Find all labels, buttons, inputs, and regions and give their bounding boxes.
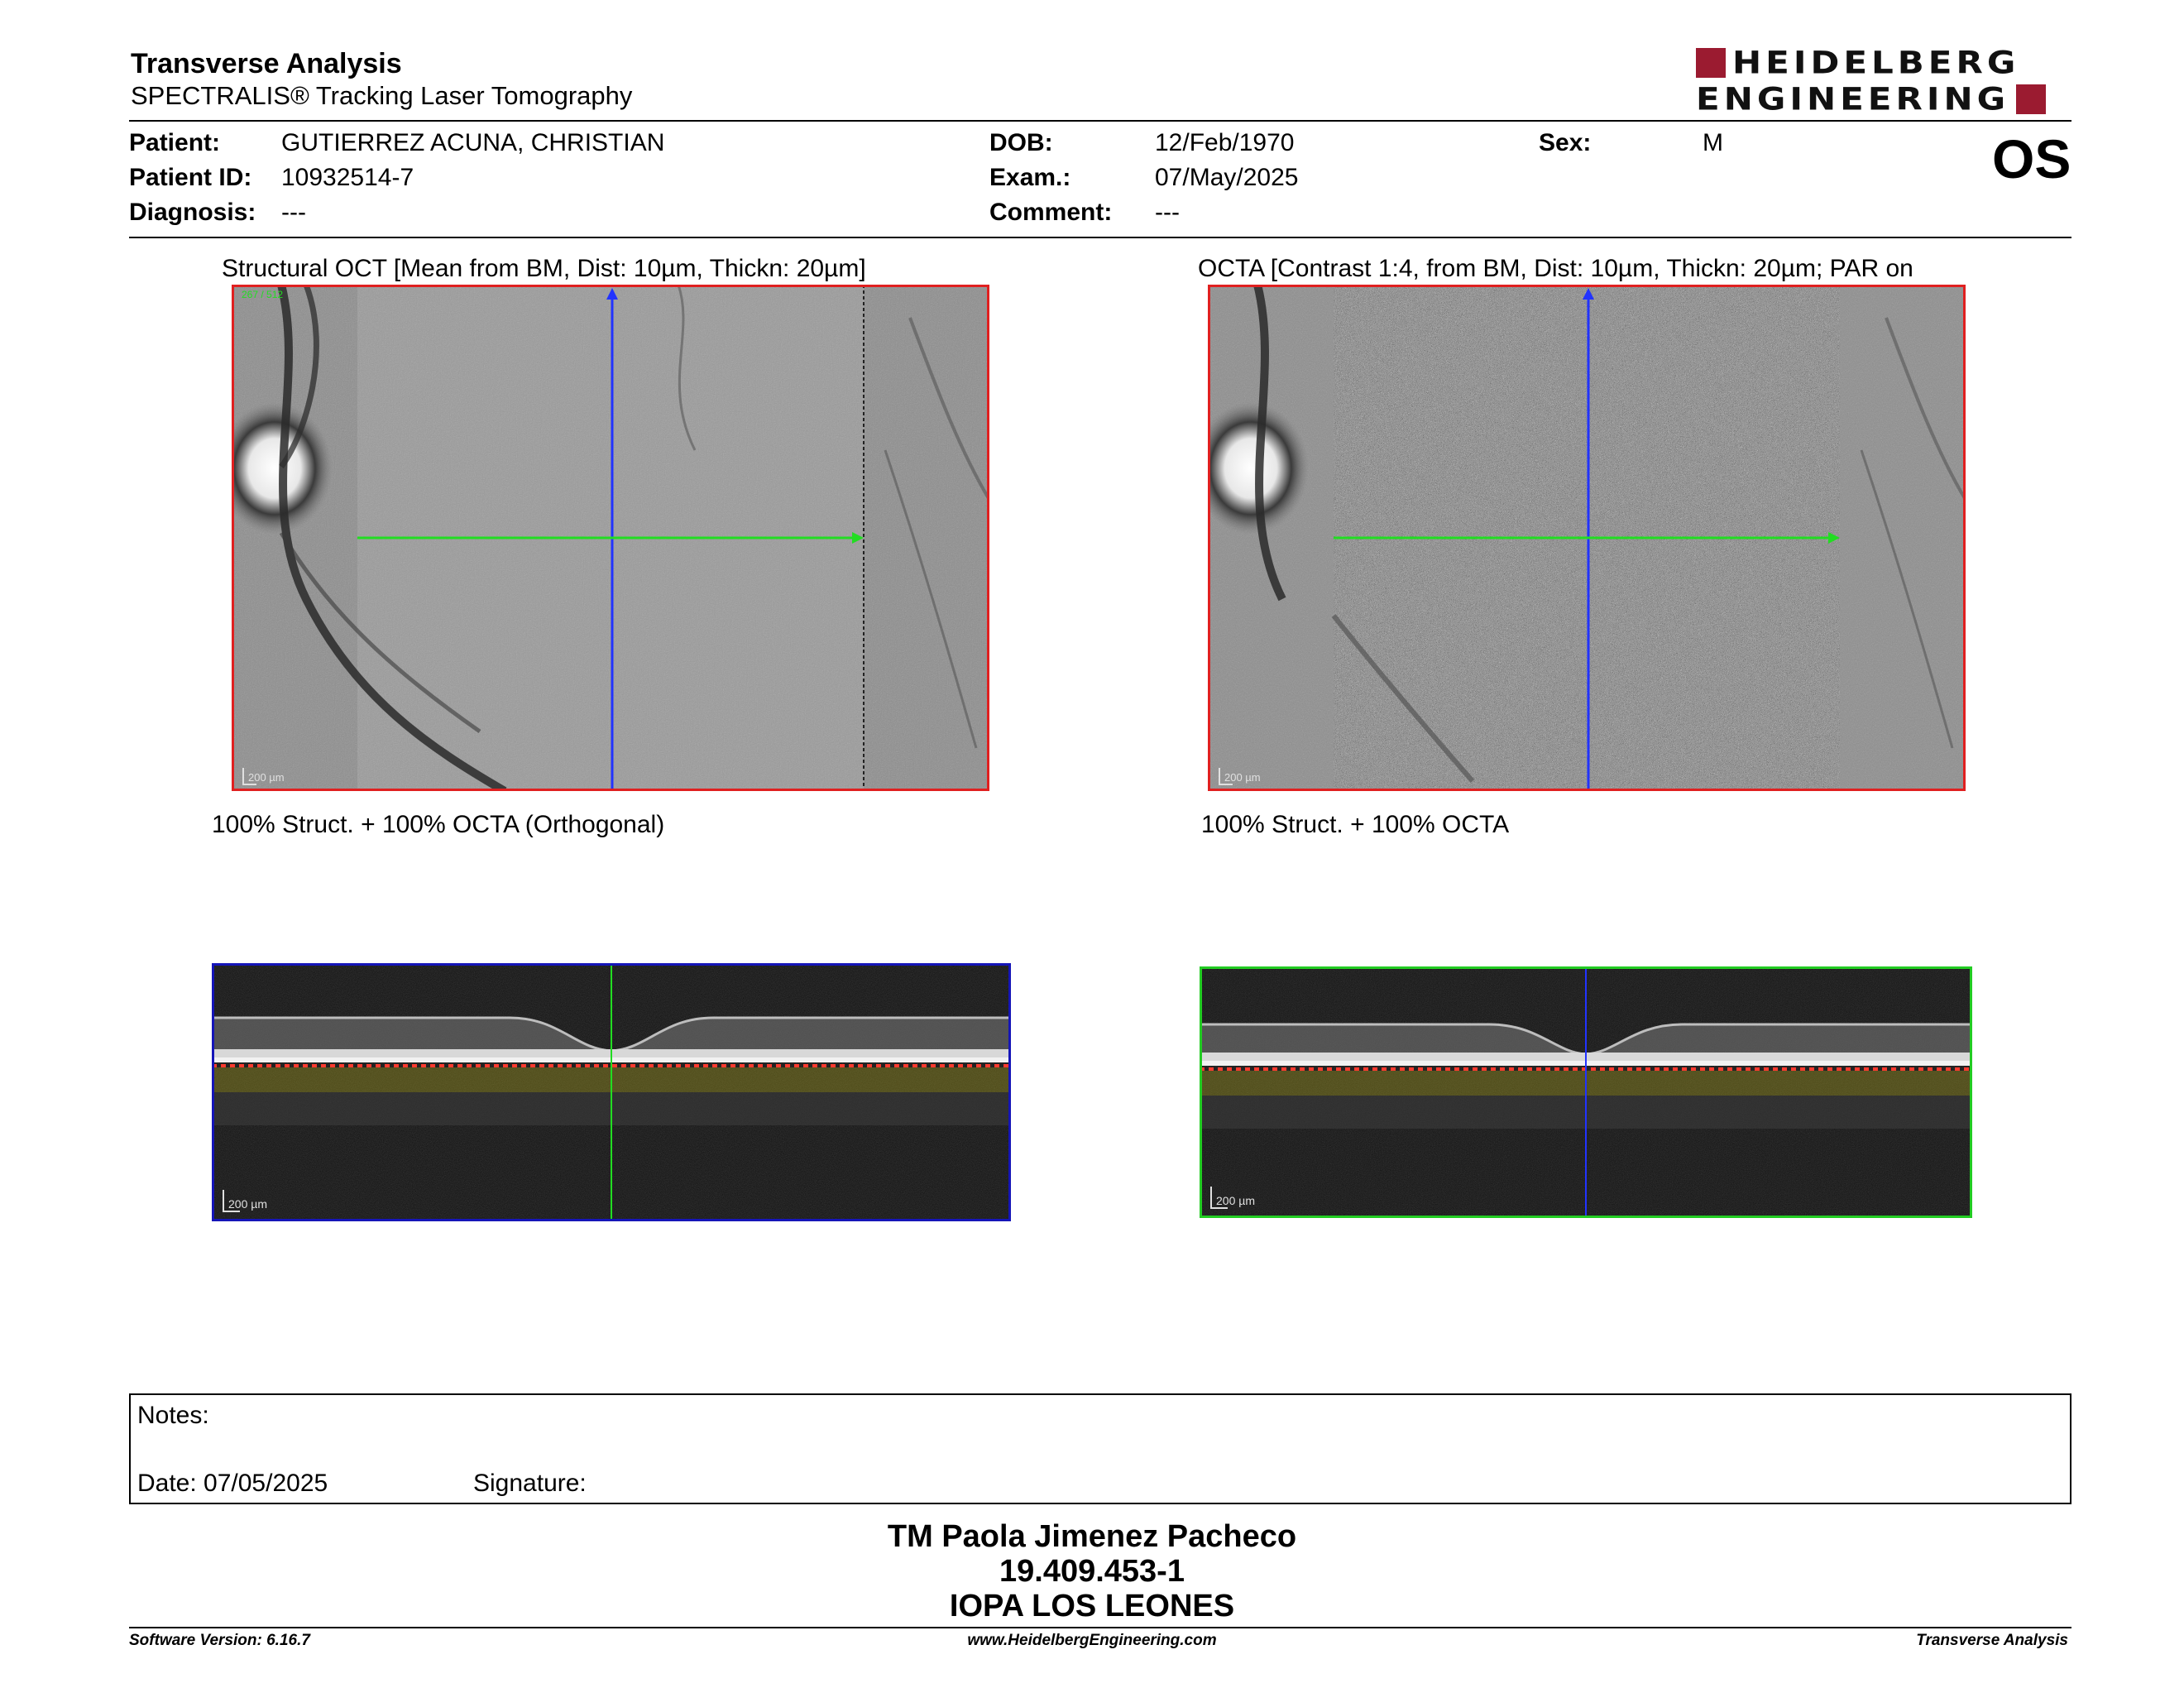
report-subtitle: SPECTRALIS® Tracking Laser Tomography [131,81,633,110]
logo-square-icon [2016,84,2047,114]
notes-label: Notes: [137,1402,209,1429]
report-title: Transverse Analysis [131,48,402,79]
sex-value: M [1703,129,1723,156]
eye-indicator: OS [1992,128,2071,189]
footer-module: Transverse Analysis [1916,1632,2068,1649]
software-version: Software Version: 6.16.7 [129,1632,310,1649]
octa-title: OCTA [Contrast 1:4, from BM, Dist: 10µm,… [1198,255,1913,282]
corner-label: 267 / 512 [242,289,283,300]
exam-label: Exam.: [989,164,1071,191]
left-bscan-image[interactable]: 200 µm [212,963,1011,1221]
date-label: Date: 07/05/2025 [137,1470,328,1497]
octa-svg: 200 µm [1208,285,1966,791]
patient-id-label: Patient ID: [129,164,252,191]
patient-name: GUTIERREZ ACUNA, CHRISTIAN [281,129,665,156]
website-link[interactable]: www.HeidelbergEngineering.com [967,1632,1217,1649]
logo-line2: ENGINEERING [1696,80,2010,117]
structural-oct-svg: 267 / 512 200 µm [232,285,989,791]
footer-rule [129,1627,2071,1628]
left-bscan-caption: 100% Struct. + 100% OCTA (Orthogonal) [212,811,665,838]
right-bscan-image[interactable]: 200 µm [1200,966,1972,1218]
structural-oct-image[interactable]: 267 / 512 200 µm [232,285,989,791]
scale-bar-label: 200 µm [228,1197,267,1211]
diagnosis-value: --- [281,199,306,226]
patient-id: 10932514-7 [281,164,414,191]
dob-label: DOB: [989,129,1053,156]
dob-value: 12/Feb/1970 [1155,129,1295,156]
scale-bar-label: 200 µm [1224,771,1261,784]
comment-value: --- [1155,199,1180,226]
signatory-name: TM Paola Jimenez Pacheco [887,1519,1297,1554]
right-bscan-caption: 100% Struct. + 100% OCTA [1201,811,1510,838]
exam-value: 07/May/2025 [1155,164,1299,191]
header-rule [129,120,2071,122]
right-bscan-svg: 200 µm [1200,966,1972,1218]
signatory-id: 19.409.453-1 [999,1554,1185,1589]
logo-line1: HEIDELBERG [1732,44,2020,81]
scale-bar-label: 200 µm [1216,1194,1255,1207]
comment-label: Comment: [989,199,1113,226]
patient-label: Patient: [129,129,221,156]
signatory-institution: IOPA LOS LEONES [949,1589,1235,1623]
sex-label: Sex: [1539,129,1592,156]
scale-bar-label: 200 µm [248,771,285,784]
structural-oct-title: Structural OCT [Mean from BM, Dist: 10µm… [222,255,866,282]
info-rule [129,237,2071,238]
octa-image[interactable]: 200 µm [1208,285,1966,791]
diagnosis-label: Diagnosis: [129,199,256,226]
logo-square-icon [1696,48,1726,78]
notes-box[interactable]: Notes: Date: 07/05/2025 Signature: [129,1393,2071,1504]
left-bscan-svg: 200 µm [212,963,1011,1221]
signature-label: Signature: [473,1470,587,1497]
